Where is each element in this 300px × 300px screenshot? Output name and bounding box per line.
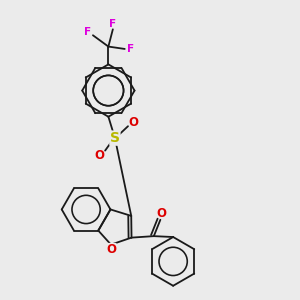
Text: F: F [109, 19, 116, 29]
Text: O: O [157, 207, 167, 220]
Text: O: O [106, 244, 116, 256]
Text: S: S [110, 131, 120, 145]
Text: O: O [94, 149, 104, 162]
Text: O: O [128, 116, 138, 129]
Text: F: F [127, 44, 134, 54]
Text: F: F [84, 27, 91, 37]
